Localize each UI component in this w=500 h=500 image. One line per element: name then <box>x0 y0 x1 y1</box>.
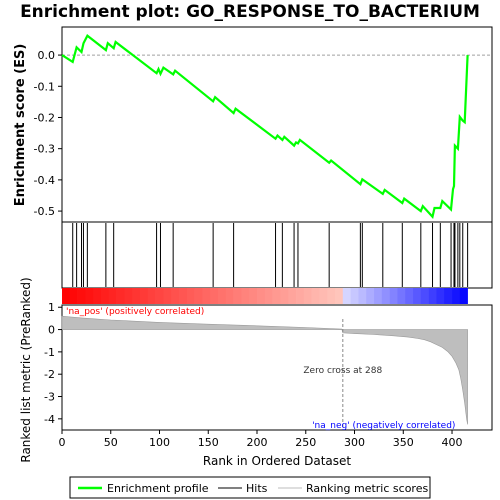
color-bar-segment <box>69 288 78 304</box>
x-tick-label: 100 <box>149 436 170 449</box>
color-bar-segment <box>194 288 203 304</box>
color-bar-segment <box>163 288 172 304</box>
color-bar-segment <box>140 288 149 304</box>
metric-area <box>61 315 468 425</box>
color-bar-segment <box>218 288 227 304</box>
negative-correlation-label: 'na_neg' (negatively correlated) <box>312 421 455 431</box>
metric-y-tick-label: 0 <box>48 324 55 337</box>
positive-correlation-label: 'na_pos' (positively correlated) <box>66 307 204 317</box>
color-bar-segment <box>210 288 219 304</box>
metric-y-tick-label: -2 <box>44 368 55 381</box>
x-tick-label: 0 <box>59 436 66 449</box>
es-y-tick-label: -0.4 <box>34 174 55 187</box>
color-bar-segment <box>303 288 312 304</box>
es-y-tick-label: -0.2 <box>34 111 55 124</box>
hits-group <box>72 223 469 287</box>
color-bar-segment <box>428 288 437 304</box>
color-bar-segment <box>85 288 94 304</box>
color-bar-segment <box>350 288 359 304</box>
metric-panel-frame <box>61 304 493 431</box>
es-y-tick-label: -0.5 <box>34 205 55 218</box>
color-bar-segment <box>381 288 390 304</box>
color-bar-segment <box>132 288 141 304</box>
color-bar-segment <box>397 288 406 304</box>
color-bar-segment <box>436 288 445 304</box>
zero-cross-label: Zero cross at 288 <box>303 366 382 376</box>
color-bar-segment <box>77 288 86 304</box>
color-bar-segment <box>311 288 320 304</box>
color-bar-segment <box>155 288 164 304</box>
es-line-group <box>61 34 492 219</box>
es-panel-frame <box>61 26 493 223</box>
x-tick-label: 350 <box>393 436 414 449</box>
color-bar-segment <box>296 288 305 304</box>
color-bar-segment <box>124 288 133 304</box>
color-bar-segment <box>264 288 273 304</box>
es-y-tick-label: -0.3 <box>34 143 55 156</box>
color-bar-segment <box>147 288 156 304</box>
color-bar-segment <box>342 288 351 304</box>
x-tick-label: 200 <box>247 436 268 449</box>
metric-group <box>61 315 468 430</box>
color-bar-segment <box>186 288 195 304</box>
hits-panel-frame <box>61 221 493 289</box>
metric-y-tick-label: -1 <box>44 346 55 359</box>
rank-color-bar <box>62 288 468 304</box>
metric-y-ticks: 1 0 -1 -2 -3 -4 <box>44 301 62 426</box>
legend-metric-label: Ranking metric scores <box>306 482 428 495</box>
color-bar-segment <box>444 288 453 304</box>
color-bar-segment <box>389 288 398 304</box>
x-ticks: 0 50 100 150 200 250 300 350 400 <box>59 430 463 449</box>
legend-box <box>69 476 431 499</box>
chart-title: Enrichment plot: GO_RESPONSE_TO_BACTERIU… <box>20 2 480 22</box>
color-bar-segment <box>327 288 336 304</box>
color-bar-segment <box>405 288 414 304</box>
color-bar-segment <box>335 288 344 304</box>
color-bar-segment <box>452 288 461 304</box>
x-tick-label: 150 <box>198 436 219 449</box>
metric-y-axis-label: Ranked list metric (PreRanked) <box>19 277 33 462</box>
color-bar-segment <box>459 288 468 304</box>
x-tick-label: 250 <box>295 436 316 449</box>
color-bar-segment <box>108 288 117 304</box>
color-bar-segment <box>358 288 367 304</box>
metric-y-tick-label: -3 <box>44 391 55 404</box>
color-bar-segment <box>374 288 383 304</box>
es-y-ticks: 0.0 -0.1 -0.2 -0.3 -0.4 -0.5 <box>34 49 62 218</box>
color-bar-segment <box>280 288 289 304</box>
color-bar-segment <box>288 288 297 304</box>
es-y-tick-label: -0.1 <box>34 80 55 93</box>
color-bar-segment <box>101 288 110 304</box>
x-tick-label: 400 <box>442 436 463 449</box>
color-bar-segment <box>257 288 266 304</box>
color-bar-segment <box>93 288 102 304</box>
color-bar-segment <box>233 288 242 304</box>
x-tick-label: 50 <box>104 436 118 449</box>
legend-es-label: Enrichment profile <box>107 482 209 495</box>
color-bar-segment <box>225 288 234 304</box>
color-bar-segment <box>202 288 211 304</box>
legend-hits-label: Hits <box>246 482 268 495</box>
color-bar-segment <box>171 288 180 304</box>
x-axis-label: Rank in Ordered Dataset <box>203 454 351 468</box>
color-bar-segment <box>366 288 375 304</box>
metric-y-tick-label: -4 <box>44 413 55 426</box>
es-profile-line <box>61 34 469 219</box>
x-tick-label: 300 <box>344 436 365 449</box>
es-y-tick-label: 0.0 <box>38 49 56 62</box>
es-y-axis-label: Enrichment score (ES) <box>13 44 28 207</box>
color-bar-segment <box>241 288 250 304</box>
color-bar-segment <box>179 288 188 304</box>
color-bar-segment <box>116 288 125 304</box>
color-bar-segment <box>62 288 71 304</box>
color-bar-segment <box>249 288 258 304</box>
color-bar-segment <box>420 288 429 304</box>
color-bar-segment <box>319 288 328 304</box>
color-bar-segment <box>272 288 281 304</box>
metric-y-tick-label: 1 <box>48 301 55 314</box>
color-bar-segment <box>413 288 422 304</box>
